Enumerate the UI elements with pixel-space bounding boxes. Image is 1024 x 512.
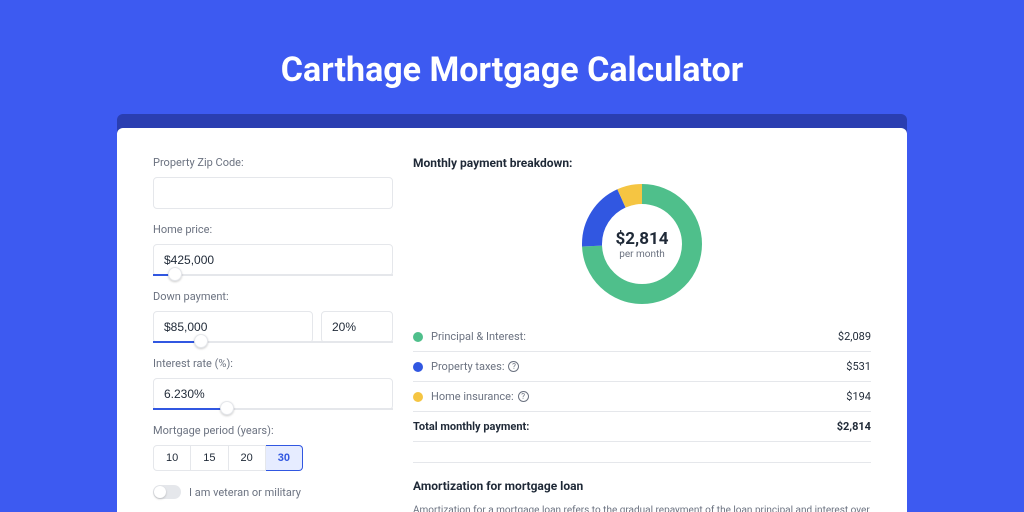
legend-total-amount: $2,814	[837, 420, 871, 433]
period-buttons: 10152030	[153, 445, 393, 471]
legend-row: Property taxes:? $531	[413, 351, 871, 381]
legend-label: Property taxes:?	[431, 360, 519, 373]
breakdown-column: Monthly payment breakdown: $2,814 per mo…	[413, 156, 871, 512]
info-icon[interactable]: ?	[508, 361, 519, 372]
period-label: Mortgage period (years):	[153, 424, 393, 437]
period-button-10[interactable]: 10	[153, 445, 191, 471]
down-payment-label: Down payment:	[153, 290, 393, 303]
period-button-15[interactable]: 15	[191, 445, 228, 471]
legend: Principal & Interest: $2,089 Property taxe…	[413, 322, 871, 442]
legend-dot	[413, 362, 423, 372]
legend-amount: $194	[846, 390, 871, 403]
donut-amount: $2,814	[616, 229, 669, 249]
legend-row: Home insurance:? $194	[413, 381, 871, 411]
main-panel-band: Property Zip Code: Home price: Down paym…	[117, 114, 907, 512]
interest-slider[interactable]	[153, 408, 393, 410]
down-payment-slider[interactable]	[153, 341, 393, 343]
interest-input[interactable]	[153, 378, 393, 410]
period-button-20[interactable]: 20	[229, 445, 266, 471]
zip-input[interactable]	[153, 177, 393, 209]
period-button-30[interactable]: 30	[266, 445, 303, 471]
interest-label: Interest rate (%):	[153, 357, 393, 370]
amortization-text: Amortization for a mortgage loan refers …	[413, 503, 871, 512]
legend-total-row: Total monthly payment: $2,814	[413, 411, 871, 442]
legend-dot	[413, 332, 423, 342]
legend-dot	[413, 392, 423, 402]
legend-label: Home insurance:?	[431, 390, 529, 403]
amortization-section: Amortization for mortgage loan Amortizat…	[413, 462, 871, 512]
legend-amount: $2,089	[838, 330, 871, 343]
breakdown-heading: Monthly payment breakdown:	[413, 156, 871, 170]
zip-label: Property Zip Code:	[153, 156, 393, 169]
veteran-label: I am veteran or military	[189, 486, 301, 499]
donut-sub: per month	[619, 249, 665, 260]
form-column: Property Zip Code: Home price: Down paym…	[153, 156, 393, 512]
legend-total-label: Total monthly payment:	[413, 420, 529, 433]
donut-chart: $2,814 per month	[580, 182, 704, 306]
veteran-toggle[interactable]	[153, 485, 181, 499]
amortization-heading: Amortization for mortgage loan	[413, 479, 871, 493]
main-panel: Property Zip Code: Home price: Down paym…	[117, 128, 907, 512]
home-price-slider[interactable]	[153, 274, 393, 276]
down-payment-input[interactable]	[153, 311, 313, 343]
page-title: Carthage Mortgage Calculator	[0, 14, 1024, 114]
legend-row: Principal & Interest: $2,089	[413, 322, 871, 351]
home-price-label: Home price:	[153, 223, 393, 236]
down-payment-pct-input[interactable]	[321, 311, 393, 343]
home-price-input[interactable]	[153, 244, 393, 276]
legend-amount: $531	[846, 360, 871, 373]
info-icon[interactable]: ?	[518, 391, 529, 402]
legend-label: Principal & Interest:	[431, 330, 526, 343]
